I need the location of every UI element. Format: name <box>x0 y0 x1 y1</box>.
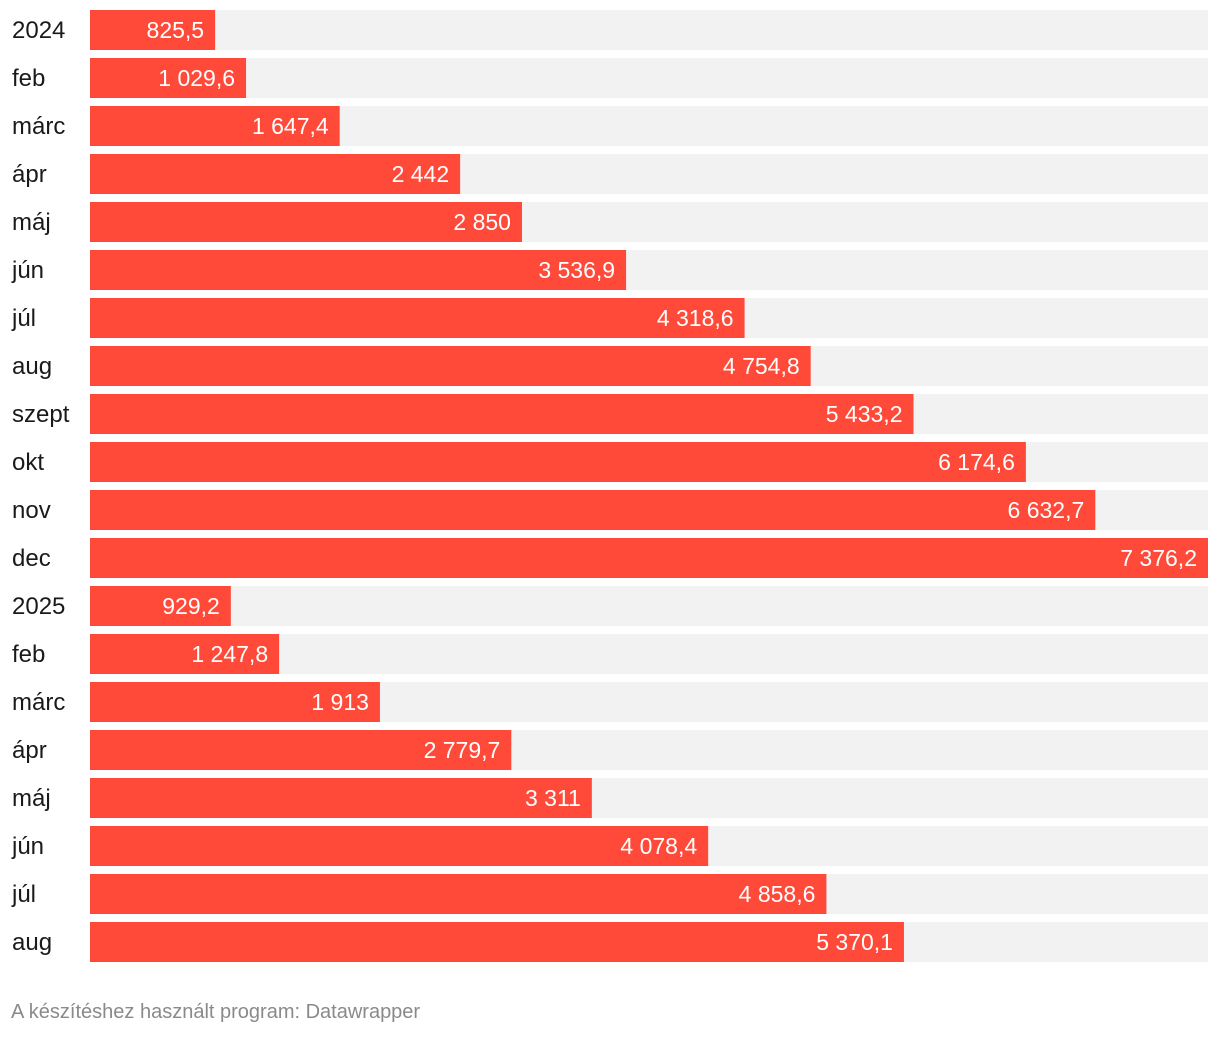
bar <box>90 778 592 818</box>
bar <box>90 682 380 722</box>
category-label: márc <box>12 689 65 716</box>
category-label: aug <box>12 929 52 956</box>
value-label: 6 632,7 <box>1008 497 1085 523</box>
value-label: 3 536,9 <box>538 257 615 283</box>
category-label: júl <box>11 305 36 332</box>
bar <box>90 394 914 434</box>
category-label: szept <box>12 401 70 428</box>
bar-track <box>90 58 1208 98</box>
bar <box>90 634 280 674</box>
value-label: 929,2 <box>162 593 220 619</box>
category-label: júl <box>11 881 36 908</box>
category-label: ápr <box>12 161 47 188</box>
category-label: aug <box>12 353 52 380</box>
value-label: 3 311 <box>525 785 581 811</box>
bar-track <box>90 10 1208 50</box>
bar <box>90 202 522 242</box>
value-label: 1 247,8 <box>191 641 268 667</box>
category-label: máj <box>12 785 51 812</box>
category-label: feb <box>12 641 45 668</box>
bar <box>90 922 904 962</box>
value-label: 5 370,1 <box>816 929 893 955</box>
bar <box>90 298 745 338</box>
footer-credit: A készítéshez használt program: Datawrap… <box>11 1001 421 1023</box>
category-label: 2024 <box>12 17 65 44</box>
value-label: 7 376,2 <box>1120 545 1197 571</box>
category-label: márc <box>12 113 65 140</box>
bar <box>90 154 461 194</box>
category-label: feb <box>12 65 45 92</box>
value-label: 4 078,4 <box>620 833 697 859</box>
category-label: 2025 <box>12 593 65 620</box>
bar-track <box>90 586 1208 626</box>
value-label: 2 442 <box>392 161 450 187</box>
bar <box>90 58 247 98</box>
category-label: dec <box>12 545 51 572</box>
value-label: 2 850 <box>453 209 511 235</box>
value-label: 4 318,6 <box>657 305 734 331</box>
value-label: 1 029,6 <box>158 65 235 91</box>
category-label: jún <box>11 257 44 284</box>
bar <box>90 874 827 914</box>
bar <box>90 730 512 770</box>
bar <box>90 346 811 386</box>
category-label: nov <box>12 497 51 524</box>
bar <box>90 586 231 626</box>
bar <box>90 538 1208 578</box>
bar <box>90 442 1026 482</box>
value-label: 4 754,8 <box>723 353 800 379</box>
category-label: jún <box>11 833 44 860</box>
bar <box>90 490 1096 530</box>
value-label: 6 174,6 <box>938 449 1015 475</box>
value-label: 4 858,6 <box>739 881 816 907</box>
bar <box>90 250 627 290</box>
bar <box>90 106 340 146</box>
bar <box>90 826 709 866</box>
bar-chart: 2024 825,5 feb 1 029,6 márc 1 647,4 ápr 2 442 má… <box>11 10 1208 962</box>
category-label: máj <box>12 209 51 236</box>
value-label: 1 913 <box>311 689 369 715</box>
value-label: 5 433,2 <box>826 401 903 427</box>
category-label: ápr <box>12 737 47 764</box>
bar <box>90 10 216 50</box>
value-label: 825,5 <box>147 17 205 43</box>
value-label: 2 779,7 <box>424 737 501 763</box>
category-label: okt <box>12 449 44 476</box>
value-label: 1 647,4 <box>252 113 329 139</box>
